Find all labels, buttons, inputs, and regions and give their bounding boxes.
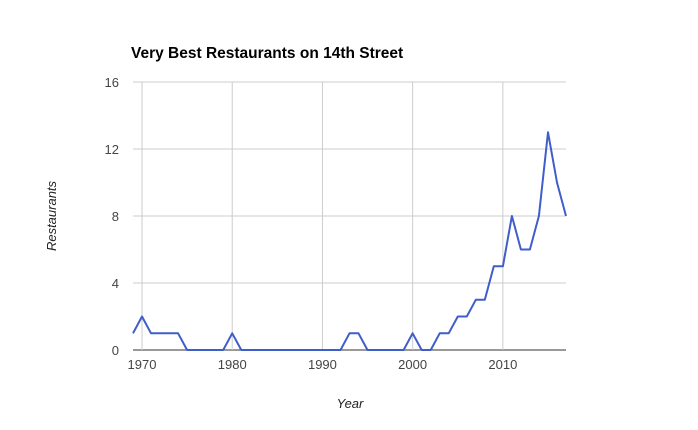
y-tick-label: 0 [112,343,119,358]
x-tick-label: 2000 [398,357,427,372]
grid [133,81,566,351]
series [132,131,567,351]
x-axis-title: Year [337,396,364,411]
y-axis-title: Restaurants [44,180,59,251]
chart-title: Very Best Restaurants on 14th Street [131,45,403,62]
x-tick-label: 1980 [218,357,247,372]
y-tick-label: 4 [112,276,119,291]
x-tick-label: 2010 [488,357,517,372]
y-axis-ticks: 0 4 8 12 16 [105,75,119,358]
x-tick-label: 1970 [128,357,157,372]
series-line [132,131,567,351]
x-axis-ticks: 1970 1980 1990 2000 2010 [128,357,518,372]
x-tick-label: 1990 [308,357,337,372]
y-tick-label: 16 [105,75,119,90]
y-tick-label: 8 [112,209,119,224]
y-tick-label: 12 [105,142,119,157]
